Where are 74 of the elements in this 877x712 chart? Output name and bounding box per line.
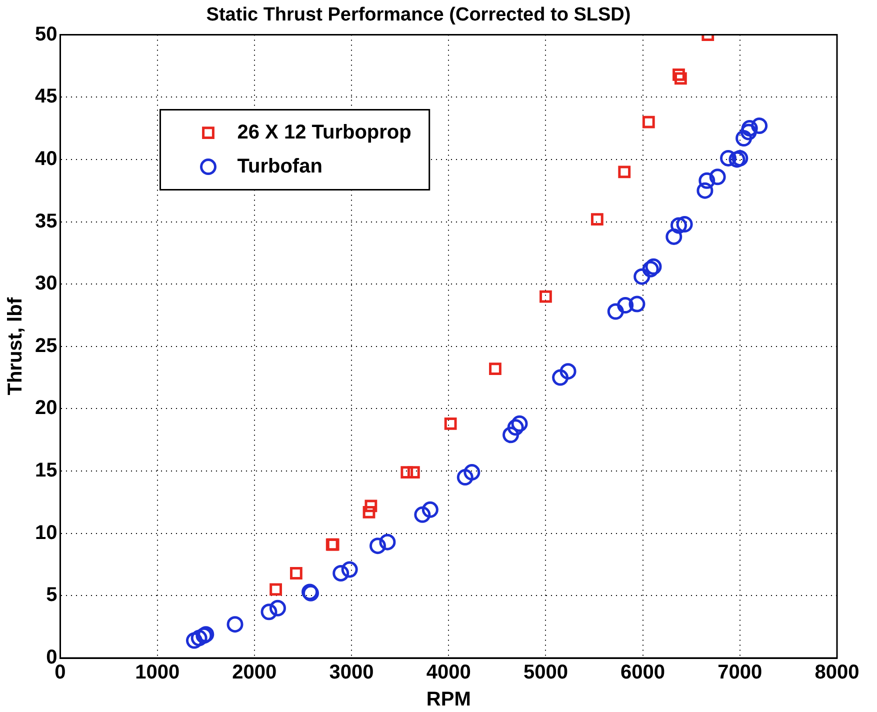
point — [674, 72, 687, 85]
point — [709, 168, 726, 186]
point — [590, 213, 604, 226]
point — [607, 303, 624, 320]
point — [676, 216, 693, 233]
point — [260, 604, 278, 620]
point — [672, 68, 685, 81]
point — [618, 166, 631, 178]
point — [732, 150, 748, 166]
point — [740, 124, 757, 140]
point — [666, 228, 682, 245]
y-tick-label: 45 — [34, 86, 58, 108]
x-tick-label: 3000 — [329, 662, 374, 684]
point — [269, 600, 286, 616]
point — [560, 363, 576, 380]
point — [698, 172, 716, 189]
y-tick-label: 10 — [34, 522, 58, 544]
y-tick-label: 5 — [46, 584, 58, 606]
point — [751, 118, 768, 134]
y-tick-label: 40 — [34, 148, 58, 170]
point — [540, 290, 552, 303]
point — [507, 419, 524, 436]
point — [642, 260, 659, 278]
point — [670, 217, 687, 234]
point — [226, 616, 244, 633]
x-tick-label: 6000 — [620, 662, 666, 684]
x-tick-label: 7000 — [718, 662, 762, 684]
legend-label: Turbofan — [237, 155, 322, 178]
point — [741, 120, 758, 137]
point — [720, 150, 737, 166]
point — [502, 426, 520, 444]
point — [617, 297, 634, 314]
point — [642, 116, 655, 128]
point — [186, 632, 202, 649]
x-axis-title: RPM — [426, 688, 471, 711]
point — [634, 268, 650, 285]
legend-label: 26 X 12 Turboprop — [237, 121, 412, 144]
x-tick-label: 1000 — [135, 662, 180, 684]
point — [736, 130, 752, 146]
x-tick-label: 5000 — [523, 662, 568, 684]
point — [511, 415, 528, 432]
point — [464, 464, 480, 481]
point — [696, 182, 714, 199]
y-tick-label: 15 — [34, 460, 58, 482]
point — [444, 417, 457, 430]
point — [369, 538, 386, 554]
y-tick-label: 50 — [34, 23, 58, 46]
point — [414, 506, 431, 523]
point — [456, 469, 474, 486]
y-tick-label: 20 — [34, 397, 58, 420]
point — [362, 506, 376, 518]
point — [645, 258, 662, 275]
point — [364, 500, 378, 512]
y-axis-title: Thrust, lbf — [4, 297, 27, 396]
x-tick-label: 8000 — [814, 662, 860, 684]
point — [190, 630, 208, 646]
y-tick-label: 35 — [34, 210, 58, 232]
point — [552, 369, 569, 386]
point — [379, 534, 396, 550]
point — [489, 362, 502, 376]
chart-title: Static Thrust Performance (Corrected to SLSD) — [206, 4, 631, 26]
point — [290, 567, 302, 580]
point — [628, 296, 646, 312]
y-tick-label: 30 — [34, 272, 58, 295]
point — [407, 466, 420, 478]
point — [400, 466, 414, 478]
point — [728, 151, 746, 168]
x-tick-label: 2000 — [232, 662, 277, 684]
point — [341, 561, 358, 578]
y-tick-label: 25 — [34, 334, 58, 357]
point — [332, 564, 350, 582]
point — [270, 583, 282, 596]
point — [422, 501, 438, 518]
x-tick-label: 4000 — [426, 662, 471, 684]
